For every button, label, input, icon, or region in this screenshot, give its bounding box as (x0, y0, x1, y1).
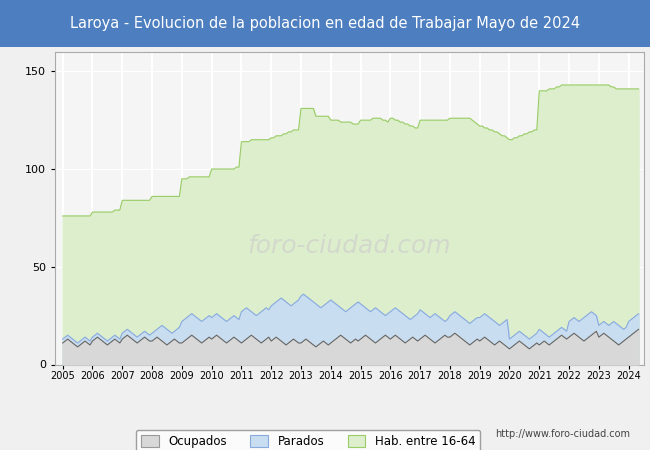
Text: http://www.foro-ciudad.com: http://www.foro-ciudad.com (495, 429, 630, 439)
Legend: Ocupados, Parados, Hab. entre 16-64: Ocupados, Parados, Hab. entre 16-64 (136, 430, 480, 450)
Text: Laroya - Evolucion de la poblacion en edad de Trabajar Mayo de 2024: Laroya - Evolucion de la poblacion en ed… (70, 16, 580, 31)
Text: foro-ciudad.com: foro-ciudad.com (248, 234, 451, 258)
